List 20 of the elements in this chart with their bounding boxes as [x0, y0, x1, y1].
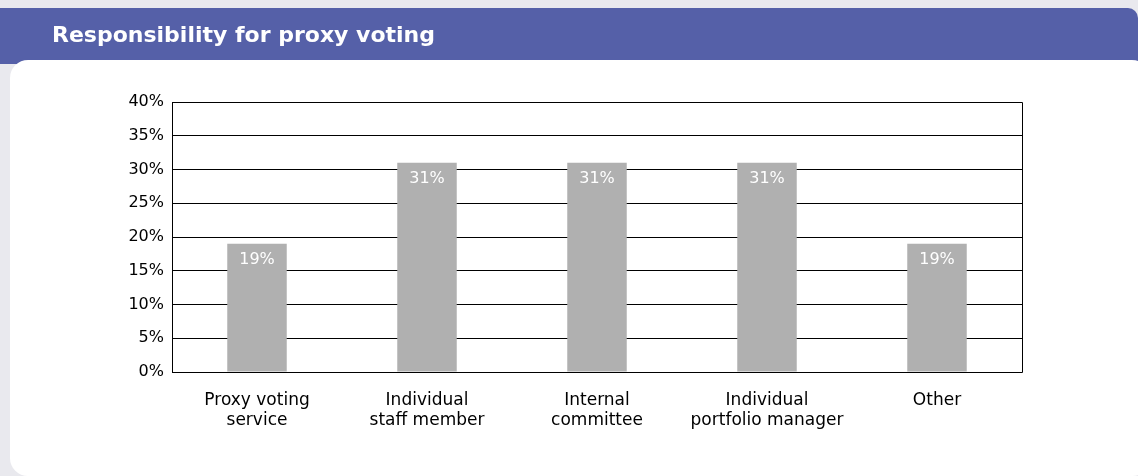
y-tick-label: 10% — [128, 293, 164, 313]
y-tick-label: 15% — [128, 259, 164, 279]
data-label: 31% — [579, 167, 615, 187]
y-tick-label: 20% — [128, 226, 164, 246]
y-tick-label: 0% — [138, 361, 164, 381]
y-tick-label: 25% — [128, 192, 164, 212]
data-label: 19% — [919, 248, 955, 268]
data-label: 31% — [409, 167, 445, 187]
data-label: 19% — [239, 248, 275, 268]
y-tick-label: 35% — [128, 124, 164, 144]
y-tick-label: 5% — [138, 327, 164, 347]
y-tick-label: 40% — [128, 91, 164, 111]
x-tick-label: Proxy voting service — [204, 388, 310, 430]
x-tick-label: Internal committee — [551, 388, 643, 430]
y-tick-label: 30% — [128, 158, 164, 178]
x-tick-label: Other — [912, 388, 962, 409]
data-label: 31% — [749, 167, 785, 187]
x-tick-label: Individual staff member — [369, 388, 485, 430]
chart-title: Responsibility for proxy voting — [51, 21, 437, 47]
x-tick-label: Individual portfolio manager — [690, 388, 844, 430]
